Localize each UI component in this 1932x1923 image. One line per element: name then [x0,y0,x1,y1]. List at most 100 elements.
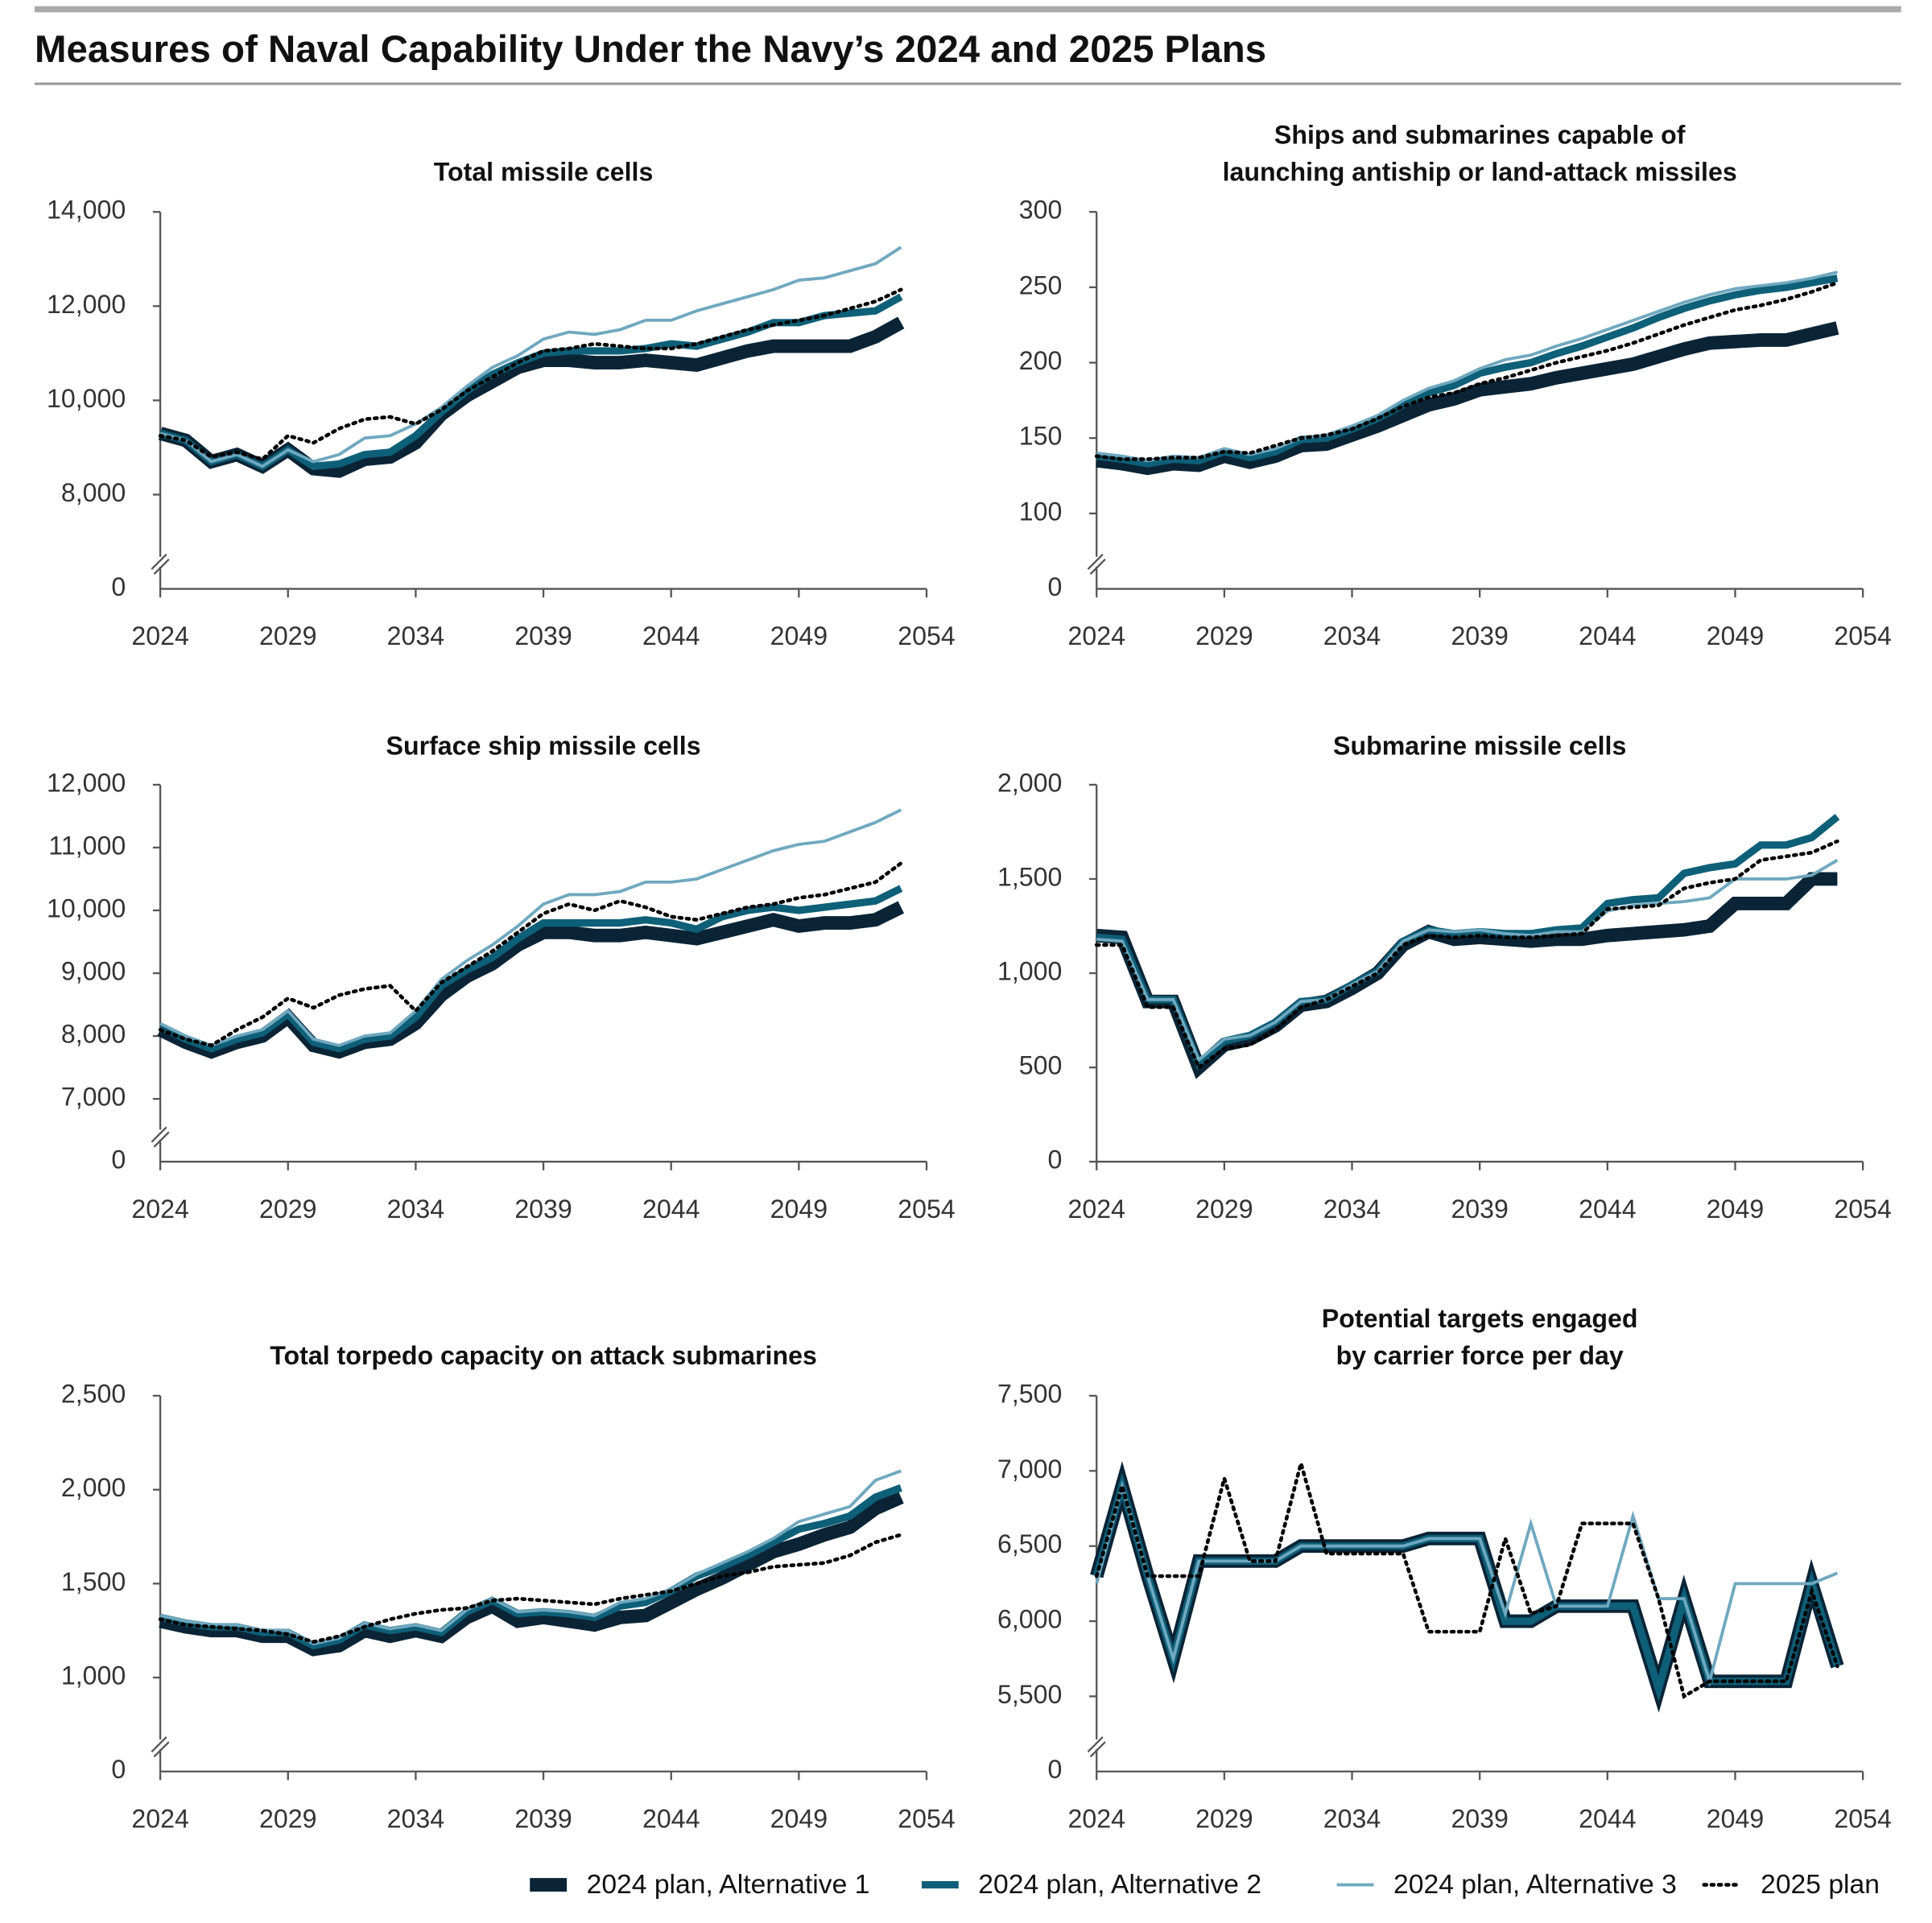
x-tick-label: 2024 [1067,621,1125,650]
y-tick-label: 250 [1019,270,1063,299]
x-tick-label: 2039 [514,621,572,650]
x-tick-label: 2039 [1451,1804,1508,1833]
x-tick-label: 2049 [1707,621,1764,650]
axis-break [151,1126,167,1143]
x-tick-label: 2029 [1195,621,1253,650]
y-tick-label: 2,000 [61,1473,126,1502]
series-line [1096,321,1839,476]
x-tick-label: 2054 [898,1804,955,1833]
x-tick-label: 2039 [514,1804,572,1833]
legend-label: 2024 plan, Alternative 2 [978,1870,1261,1900]
legend-label: 2024 plan, Alternative 1 [587,1870,870,1900]
x-tick-label: 2034 [387,1195,444,1224]
series-line [159,1469,902,1646]
legend-label: 2025 plan [1761,1870,1880,1900]
y-tick-label: 0 [1047,1145,1062,1174]
axis-break [153,1131,170,1148]
x-tick-label: 2034 [387,1804,444,1833]
y-break-label: 0 [111,1755,126,1784]
y-tick-label: 1,000 [997,957,1062,986]
title-rule [34,82,1901,85]
series-line [158,287,903,462]
y-tick-label: 12,000 [47,290,126,319]
x-tick-label: 2044 [1579,1804,1636,1833]
y-tick-label: 300 [1019,196,1063,225]
x-tick-label: 2024 [131,621,188,650]
y-tick-label: 8,000 [61,478,126,507]
axis-break [1087,1736,1104,1753]
y-tick-label: 7,000 [61,1083,126,1112]
panel-title: launching antiship or land-attack missil… [1223,157,1737,186]
y-tick-label: 1,500 [61,1567,126,1596]
panel-title: Submarine missile cells [1333,731,1626,760]
y-tick-label: 11,000 [48,831,126,860]
axis-break [1089,1741,1106,1758]
x-tick-label: 2044 [1579,1195,1636,1224]
y-tick-label: 1,500 [997,862,1062,891]
x-tick-label: 2024 [131,1804,188,1833]
y-tick-label: 7,000 [997,1455,1062,1484]
axis-break [1087,553,1104,570]
axis-break [153,559,170,575]
y-tick-label: 9,000 [61,957,126,986]
x-tick-label: 2029 [259,1804,316,1833]
x-tick-label: 2044 [1579,621,1636,650]
x-tick-label: 2024 [1067,1195,1125,1224]
x-tick-label: 2039 [1451,1195,1508,1224]
y-tick-label: 7,500 [997,1379,1062,1408]
series-line [1092,1472,1841,1702]
x-tick-label: 2034 [1323,621,1381,650]
x-tick-label: 2029 [1195,1804,1253,1833]
panel-title: Potential targets engaged [1322,1304,1638,1333]
x-tick-label: 2034 [1323,1195,1381,1224]
y-tick-label: 150 [1019,422,1063,451]
x-tick-label: 2044 [642,1804,700,1833]
y-tick-label: 10,000 [47,893,126,922]
y-tick-label: 14,000 [47,196,126,225]
series-line [1096,274,1839,468]
series-line [158,1533,903,1644]
y-tick-label: 12,000 [47,768,126,797]
y-tick-label: 500 [1019,1051,1063,1080]
panel-title: by carrier force per day [1336,1341,1624,1370]
top-rule [34,6,1901,13]
series-line [158,861,903,1048]
series-line [1096,858,1839,1063]
y-tick-label: 2,500 [61,1379,126,1408]
series-line [1096,270,1838,463]
x-tick-label: 2039 [514,1195,572,1224]
x-tick-label: 2049 [1707,1804,1764,1833]
series-line [159,1491,904,1657]
y-tick-label: 8,000 [61,1020,126,1049]
y-tick-label: 200 [1019,346,1063,375]
x-tick-label: 2034 [1323,1804,1381,1833]
series-line [1096,872,1838,1079]
x-tick-label: 2054 [1834,621,1891,650]
series-line [159,808,902,1047]
axis-break [151,553,167,570]
x-tick-label: 2029 [259,1195,316,1224]
series-line [1090,1461,1844,1713]
x-tick-label: 2044 [642,621,700,650]
y-break-label: 0 [111,1145,126,1174]
series-line [159,246,902,468]
series-line [1096,814,1840,1071]
axis-break [153,1741,170,1758]
x-tick-label: 2049 [770,1804,828,1833]
x-tick-label: 2024 [131,1195,188,1224]
y-tick-label: 10,000 [47,384,126,413]
y-break-label: 0 [1047,1755,1062,1784]
y-tick-label: 6,500 [997,1529,1062,1558]
panel-title: Surface ship missile cells [386,731,701,760]
series-line [1095,1479,1839,1687]
series-line [159,885,903,1053]
series-line [1094,839,1839,1071]
axis-break [151,1736,167,1753]
x-tick-label: 2054 [1834,1195,1891,1224]
x-tick-label: 2039 [1451,621,1508,650]
page-title: Measures of Naval Capability Under the N… [35,28,1266,71]
x-tick-label: 2049 [770,621,828,650]
x-tick-label: 2034 [387,621,444,650]
x-tick-label: 2049 [1707,1195,1764,1224]
